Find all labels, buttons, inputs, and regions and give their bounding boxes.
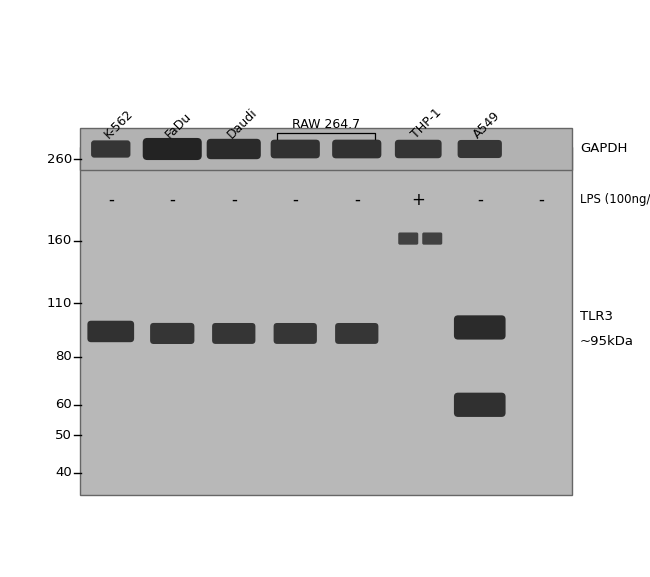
Text: TLR3: TLR3 [580, 310, 613, 324]
FancyBboxPatch shape [395, 140, 441, 158]
Text: 40: 40 [55, 466, 72, 479]
FancyBboxPatch shape [87, 321, 134, 342]
FancyBboxPatch shape [422, 233, 442, 245]
Text: 80: 80 [55, 350, 72, 363]
Text: -: - [354, 191, 359, 209]
FancyBboxPatch shape [91, 140, 131, 158]
FancyBboxPatch shape [207, 139, 261, 159]
Text: 50: 50 [55, 429, 72, 442]
Text: -: - [231, 191, 237, 209]
Text: ~95kDa: ~95kDa [580, 335, 634, 349]
FancyBboxPatch shape [335, 323, 378, 344]
Text: -: - [108, 191, 114, 209]
Text: -: - [169, 191, 176, 209]
FancyBboxPatch shape [274, 323, 317, 344]
Text: THP-1: THP-1 [409, 106, 444, 141]
FancyBboxPatch shape [150, 323, 194, 344]
FancyBboxPatch shape [454, 393, 506, 417]
FancyBboxPatch shape [270, 140, 320, 158]
Text: K-562: K-562 [101, 107, 136, 141]
FancyBboxPatch shape [458, 140, 502, 158]
Bar [80, 128, 572, 170]
Text: 260: 260 [47, 153, 72, 166]
Bar [80, 147, 572, 495]
FancyBboxPatch shape [332, 140, 382, 158]
Text: RAW 264.7: RAW 264.7 [292, 118, 360, 131]
Text: Daudi: Daudi [224, 106, 260, 141]
Text: FaDu: FaDu [163, 110, 194, 141]
FancyBboxPatch shape [454, 315, 506, 340]
Text: -: - [292, 191, 298, 209]
Text: +: + [411, 191, 425, 209]
Text: A549: A549 [471, 109, 502, 141]
Text: -: - [477, 191, 483, 209]
Text: 110: 110 [47, 297, 72, 310]
Text: 160: 160 [47, 234, 72, 247]
Text: LPS (100ng/ml, 12hrs): LPS (100ng/ml, 12hrs) [580, 193, 650, 207]
FancyBboxPatch shape [143, 138, 202, 160]
FancyBboxPatch shape [212, 323, 255, 344]
Text: 60: 60 [55, 398, 72, 411]
FancyBboxPatch shape [398, 233, 418, 245]
Text: -: - [538, 191, 544, 209]
Text: GAPDH: GAPDH [580, 143, 627, 155]
